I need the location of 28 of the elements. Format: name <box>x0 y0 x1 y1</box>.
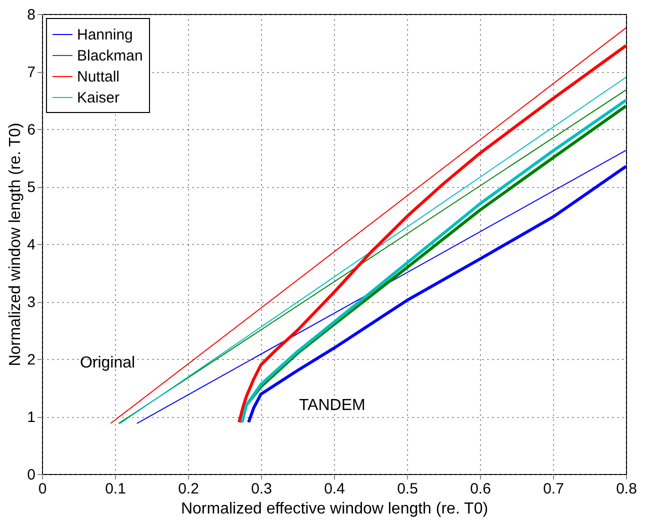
legend-label: Hanning <box>77 26 133 44</box>
y-tick-label: 2 <box>27 352 36 368</box>
x-tick-label: 0.8 <box>616 480 637 498</box>
x-tick-label: 0.1 <box>105 480 126 498</box>
y-tick-label: 7 <box>27 64 36 81</box>
y-tick-label: 5 <box>27 179 36 196</box>
y-tick-label: 3 <box>27 294 36 311</box>
line-series <box>247 164 628 424</box>
y-tick-label: 6 <box>27 122 36 138</box>
y-tick-label: 1 <box>27 409 36 426</box>
x-tick-label: 0.7 <box>543 480 564 498</box>
x-tick-label: 0.5 <box>397 480 418 498</box>
x-tick-label: 0.4 <box>324 480 345 498</box>
x-tick-label: 0.6 <box>470 480 491 498</box>
y-tick-label: 0 <box>27 466 36 484</box>
line-series <box>238 44 628 424</box>
y-tick-label: 4 <box>27 236 36 254</box>
x-axis-title: Normalized effective window length (re. T0) <box>180 500 488 518</box>
y-axis-title: Normalized window length (re. T0) <box>7 122 24 366</box>
y-tick-label: 8 <box>27 6 36 24</box>
legend-label: Nuttall <box>77 68 120 86</box>
annotation: TANDEM <box>298 397 366 414</box>
x-tick-label: 0.3 <box>251 480 272 498</box>
x-tick-label: 0 <box>38 480 47 498</box>
legend-label: Blackman <box>77 48 143 64</box>
x-tick-label: 0.2 <box>178 480 199 498</box>
legend-label: Kaiser <box>77 90 120 106</box>
annotation: Original <box>80 354 136 372</box>
